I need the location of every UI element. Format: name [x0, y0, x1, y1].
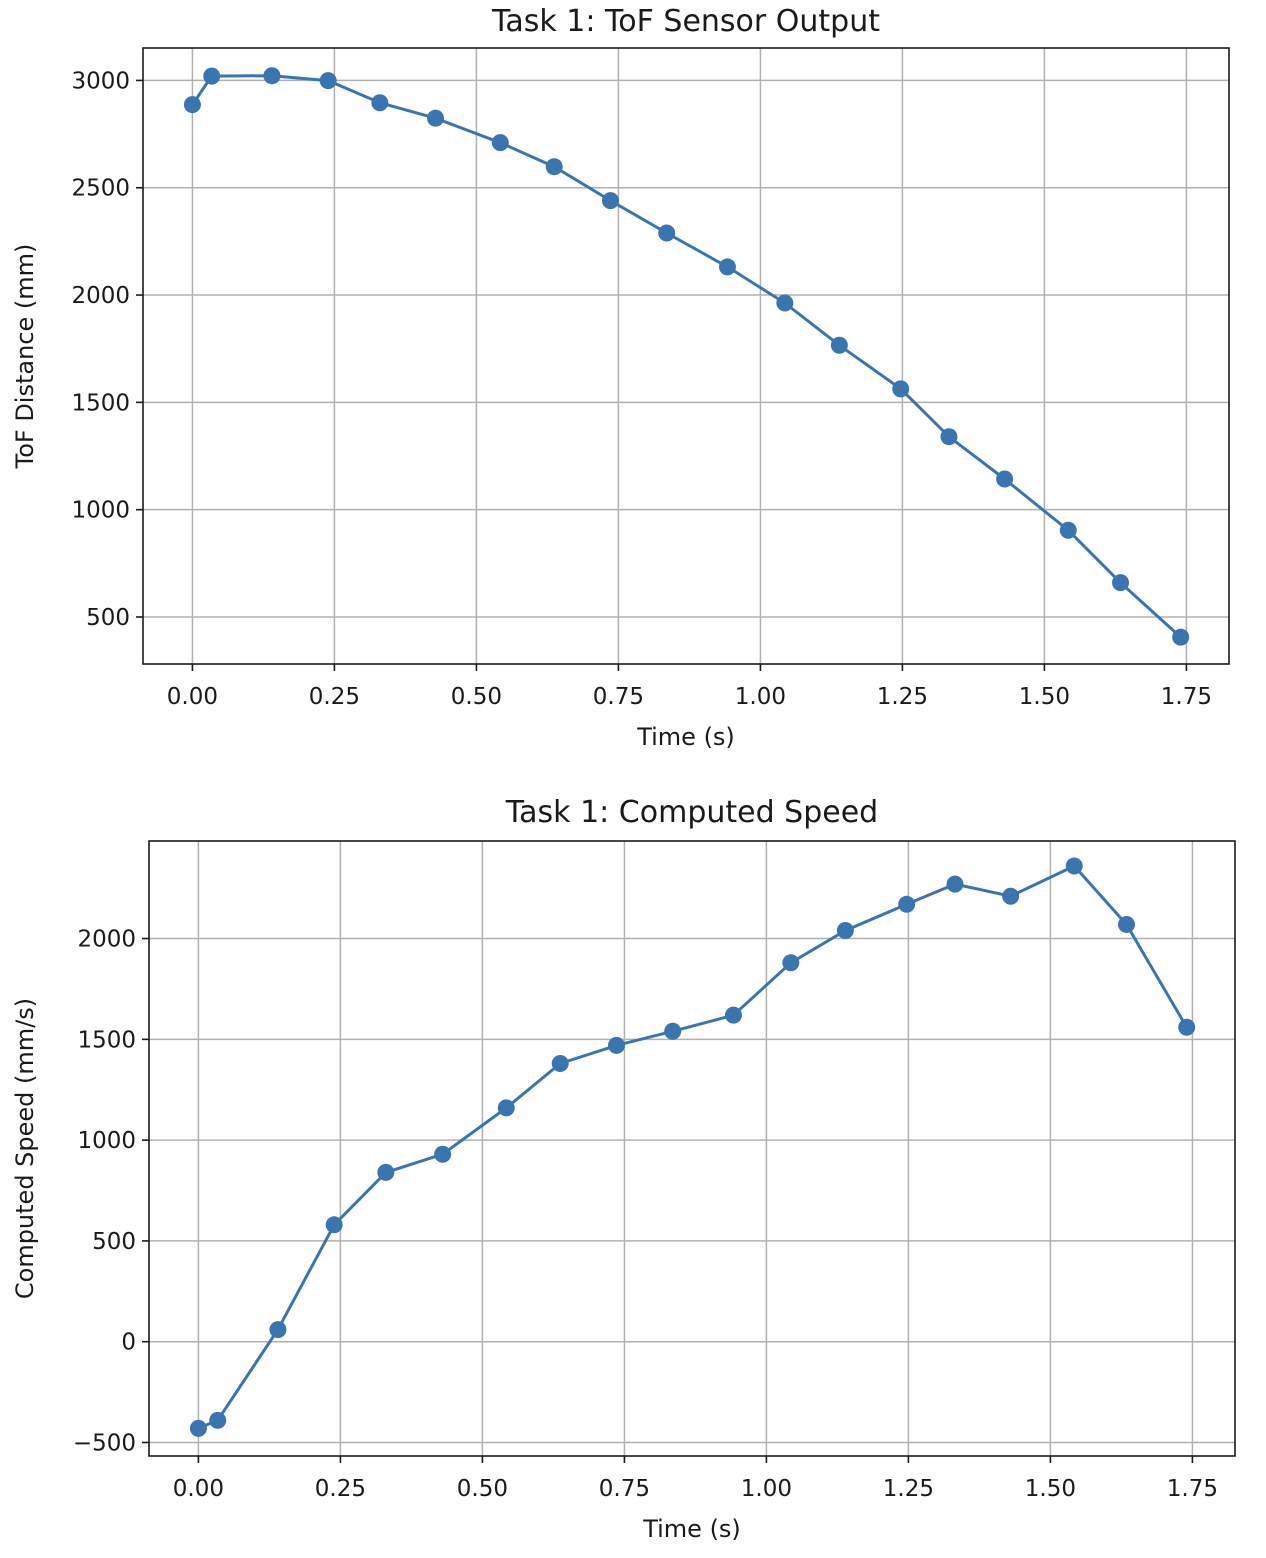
- y-tick-label: 1000: [71, 498, 130, 524]
- data-point: [996, 470, 1014, 488]
- x-tick-label: 1.00: [741, 1476, 792, 1502]
- plot-frame: [148, 840, 1236, 1457]
- data-point: [664, 1022, 682, 1040]
- data-point: [263, 67, 281, 85]
- data-point: [434, 1145, 452, 1163]
- x-axis-label: Time (s): [642, 1515, 741, 1543]
- x-tick-label: 1.75: [1161, 684, 1212, 710]
- y-tick-label: 0: [121, 1330, 136, 1356]
- data-point: [836, 921, 854, 939]
- y-tick-label: 2000: [77, 927, 136, 953]
- data-point: [189, 1419, 207, 1437]
- x-tick-label: 1.25: [877, 684, 928, 710]
- tick-marks: 0.00 0.25 0.50 0.75 1.00 1.25 1.50 1.75 500 1000 1…: [71, 68, 1212, 710]
- y-tick-label: 2500: [71, 176, 130, 202]
- y-tick-label: −500: [73, 1430, 136, 1456]
- data-point: [209, 1411, 227, 1429]
- data-point: [892, 380, 910, 398]
- data-point: [427, 109, 445, 127]
- data-point: [940, 428, 958, 446]
- data-point: [607, 1036, 625, 1054]
- data-point: [776, 294, 794, 312]
- chart-tof-distance: 0.00 0.25 0.50 0.75 1.00 1.25 1.50 1.75 500 1000 1…: [11, 4, 1230, 751]
- y-tick-label: 1500: [71, 390, 130, 416]
- data-point: [371, 94, 389, 112]
- x-tick-label: 0.00: [167, 684, 218, 710]
- x-tick-label: 0.25: [315, 1476, 366, 1502]
- data-point: [497, 1099, 515, 1117]
- x-tick-label: 0.00: [173, 1476, 224, 1502]
- y-tick-label: 500: [86, 605, 130, 631]
- chart-title: Task 1: Computed Speed: [505, 795, 878, 830]
- x-tick-label: 0.75: [593, 684, 644, 710]
- data-point: [377, 1163, 395, 1181]
- data-point: [724, 1006, 742, 1024]
- x-axis-label: Time (s): [636, 723, 735, 751]
- y-tick-label: 500: [92, 1229, 136, 1255]
- x-tick-label: 1.50: [1019, 684, 1070, 710]
- x-tick-label: 0.50: [457, 1476, 508, 1502]
- data-point: [183, 96, 201, 114]
- x-tick-label: 1.25: [883, 1476, 934, 1502]
- data-point: [545, 158, 563, 176]
- y-tick-label: 2000: [71, 283, 130, 309]
- chart-computed-speed: 0.00 0.25 0.50 0.75 1.00 1.25 1.50 1.75 −500 0 500…: [11, 795, 1236, 1543]
- data-point: [718, 258, 736, 276]
- data-point: [946, 875, 964, 893]
- data-point: [319, 72, 337, 90]
- x-tick-label: 0.50: [451, 684, 502, 710]
- data-point: [1065, 857, 1083, 875]
- x-tick-label: 1.00: [735, 684, 786, 710]
- data-point: [203, 67, 221, 85]
- data-point: [1059, 521, 1077, 539]
- data-series: [189, 857, 1196, 1437]
- data-point: [601, 192, 619, 210]
- data-point: [1172, 628, 1190, 646]
- data-point: [658, 224, 676, 242]
- series-line: [191, 74, 1182, 639]
- x-tick-label: 0.25: [309, 684, 360, 710]
- x-tick-label: 0.75: [599, 1476, 650, 1502]
- data-point: [1002, 887, 1020, 905]
- chart-title: Task 1: ToF Sensor Output: [491, 4, 880, 39]
- data-point: [491, 134, 509, 152]
- series-line: [197, 864, 1188, 1430]
- plot-frame: [142, 47, 1230, 665]
- data-point: [269, 1321, 287, 1339]
- data-point: [325, 1216, 343, 1234]
- x-tick-label: 1.75: [1167, 1476, 1218, 1502]
- y-axis-label: Computed Speed (mm/s): [11, 998, 39, 1299]
- grid-lines: [149, 841, 1235, 1456]
- tick-marks: 0.00 0.25 0.50 0.75 1.00 1.25 1.50 1.75 −500 0 500…: [73, 927, 1218, 1502]
- data-point: [898, 895, 916, 913]
- y-tick-label: 3000: [71, 68, 130, 94]
- data-point: [1118, 915, 1136, 933]
- data-point: [1112, 574, 1130, 592]
- data-point: [551, 1055, 569, 1073]
- x-tick-label: 1.50: [1025, 1476, 1076, 1502]
- data-series: [183, 67, 1190, 646]
- data-point: [1178, 1018, 1196, 1036]
- y-tick-label: 1000: [77, 1128, 136, 1154]
- data-point: [782, 954, 800, 972]
- y-axis-label: ToF Distance (mm): [11, 244, 39, 470]
- data-point: [830, 336, 848, 354]
- grid-lines: [143, 48, 1229, 664]
- y-tick-label: 1500: [77, 1027, 136, 1053]
